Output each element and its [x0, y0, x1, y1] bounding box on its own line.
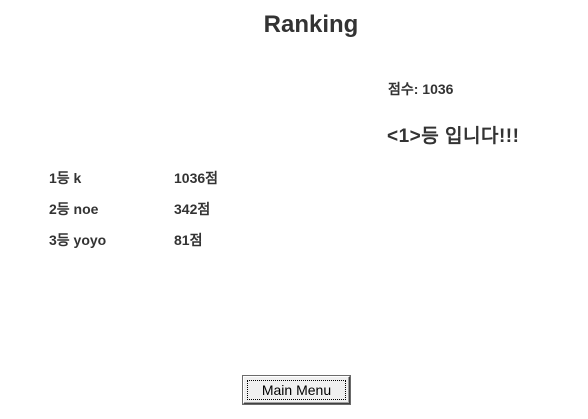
ranking-points: 81점	[174, 232, 203, 248]
page-title: Ranking	[263, 11, 359, 38]
ranking-points: 342점	[174, 201, 211, 217]
main-menu-button-label: Main Menu	[261, 382, 332, 398]
ranking-name: 2등 noe	[49, 201, 99, 217]
ranking-row: 2등 noe 342점	[49, 197, 309, 228]
ranking-name: 3등 yoyo	[49, 232, 107, 248]
main-menu-button[interactable]: Main Menu	[243, 376, 350, 404]
ranking-name: 1등 k	[49, 170, 82, 186]
ranking-row: 1등 k 1036점	[49, 166, 309, 197]
ranking-points: 1036점	[174, 170, 219, 186]
ranking-list: 1등 k 1036점 2등 noe 342점 3등 yoyo 81점	[49, 166, 309, 259]
rank-result-text: <1>등 입니다!!!	[387, 126, 520, 147]
ranking-row: 3등 yoyo 81점	[49, 228, 309, 259]
score-label: 점수: 1036	[388, 81, 454, 97]
